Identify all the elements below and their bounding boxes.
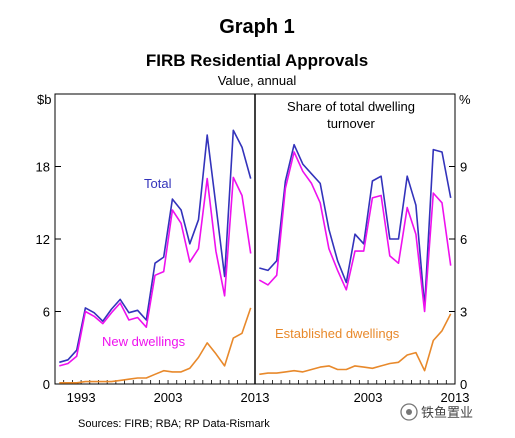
series-label-established-dwellings: Established dwellings <box>275 326 400 341</box>
right-panel-title-line-1: Share of total dwelling <box>287 99 415 114</box>
left-series-new_dwellings <box>59 176 252 367</box>
graph-label: Graph 1 <box>219 16 295 38</box>
right-series-total <box>259 143 452 308</box>
left-series-established_dwellings <box>59 307 252 384</box>
source-note: Sources: FIRB; RBA; RP Data-Rismark <box>78 418 270 430</box>
left-y-unit: $b <box>37 92 51 107</box>
chart-subtitle: Value, annual <box>218 73 297 88</box>
left-y-tick-label-2: 12 <box>36 232 50 247</box>
left-x-tick-label-2: 2013 <box>241 390 270 405</box>
right-panel-title-line-2: turnover <box>327 116 375 131</box>
watermark-logo-dot-icon <box>406 409 412 415</box>
watermark-logo-icon <box>400 403 418 421</box>
watermark: 铁鱼置业 <box>400 403 473 421</box>
right-y-tick-label-3: 9 <box>460 160 467 175</box>
series-label-total: Total <box>144 176 172 191</box>
series-label-new-dwellings: New dwellings <box>102 334 186 349</box>
right-y-tick-label-1: 3 <box>460 305 467 320</box>
left-y-tick-label-0: 0 <box>43 377 50 392</box>
watermark-text: 铁鱼置业 <box>421 405 473 420</box>
chart-title: FIRB Residential Approvals <box>146 51 368 70</box>
right-x-tick-label-0: 2003 <box>354 390 383 405</box>
left-x-tick-label-0: 1993 <box>67 390 96 405</box>
right-series-established_dwellings <box>259 313 452 376</box>
right-x-tick-label-1: 2013 <box>441 390 470 405</box>
series-lines <box>59 129 452 384</box>
left-y-tick-label-1: 6 <box>43 305 50 320</box>
right-y-tick-label-0: 0 <box>460 377 467 392</box>
left-x-tick-label-1: 2003 <box>154 390 183 405</box>
left-y-tick-label-3: 18 <box>36 160 50 175</box>
left-series-total <box>59 129 252 364</box>
right-y-unit: % <box>459 92 471 107</box>
right-series-new_dwellings <box>258 151 452 313</box>
right-y-tick-label-2: 6 <box>460 232 467 247</box>
